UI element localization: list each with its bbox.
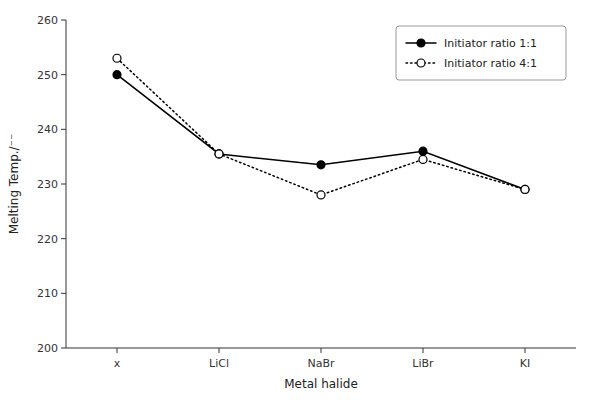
series-line	[117, 75, 525, 190]
y-tick-label: 210	[37, 287, 58, 300]
data-point	[317, 191, 325, 199]
y-tick-label: 260	[37, 14, 58, 27]
x-axis-label: Metal halide	[284, 377, 358, 391]
data-point	[521, 185, 529, 193]
x-tick	[321, 348, 322, 353]
legend-label: Initiator ratio 4:1	[444, 57, 537, 70]
y-tick	[61, 20, 66, 21]
x-tick	[423, 348, 424, 353]
legend-marker	[417, 39, 425, 47]
x-tick-label: x	[114, 357, 121, 370]
x-tick-label: LiBr	[412, 357, 434, 370]
x-tick	[219, 348, 220, 353]
data-point	[113, 71, 121, 79]
y-tick-label: 220	[37, 233, 58, 246]
y-tick-label: 200	[37, 342, 58, 355]
y-tick	[61, 184, 66, 185]
y-tick-label: 250	[37, 69, 58, 82]
chart-container: 200 210 220 230 240 250 260 x LiCl NaBr LiBr KI Meta…	[0, 0, 596, 400]
data-point	[113, 54, 121, 62]
legend: Initiator ratio 1:1 Initiator ratio 4:1	[396, 26, 566, 80]
y-tick	[61, 74, 66, 75]
y-tick	[61, 238, 66, 239]
data-point	[215, 150, 223, 158]
legend-marker	[417, 59, 425, 67]
x-tick-label: NaBr	[307, 357, 335, 370]
y-tick-label: 230	[37, 178, 58, 191]
legend-box	[396, 26, 566, 80]
x-tick	[525, 348, 526, 353]
x-tick	[117, 348, 118, 353]
data-point	[215, 150, 223, 158]
data-point	[419, 147, 427, 155]
legend-label: Initiator ratio 1:1	[444, 37, 537, 50]
y-tick	[61, 348, 66, 349]
y-tick-label: 240	[37, 123, 58, 136]
y-tick	[61, 129, 66, 130]
y-axis-label: Melting Temp./⁻⁻	[7, 134, 21, 235]
y-tick	[61, 293, 66, 294]
x-tick-label: KI	[520, 357, 530, 370]
x-tick-label: LiCl	[209, 357, 229, 370]
chart: 200 210 220 230 240 250 260 x LiCl NaBr LiBr KI Meta…	[0, 0, 596, 400]
data-point	[521, 185, 529, 193]
data-point	[317, 161, 325, 169]
data-point	[419, 155, 427, 163]
